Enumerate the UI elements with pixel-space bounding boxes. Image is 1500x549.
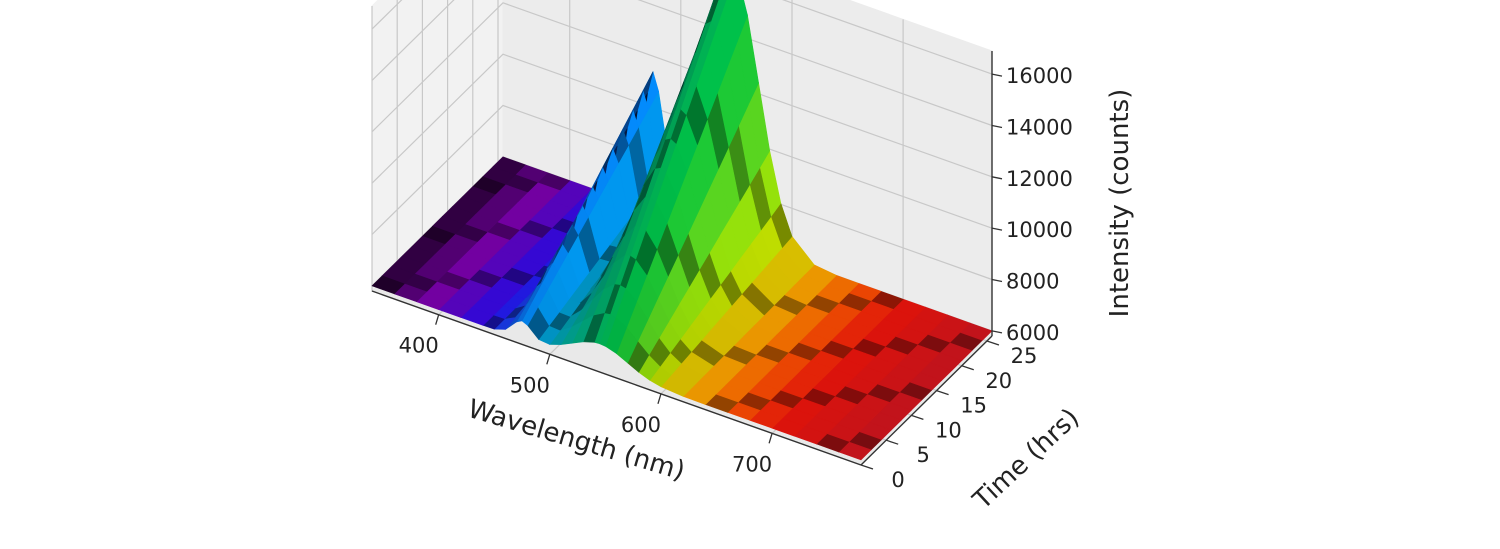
y-tick-label: 25	[1011, 344, 1038, 368]
z-gridline	[371, 53, 993, 229]
z-axis-label: Intensity (counts)	[1105, 89, 1135, 318]
y-tick-label: 10	[935, 418, 962, 442]
z-gridline	[371, 2, 993, 178]
x-tick-label: 700	[732, 452, 772, 476]
y-tick-label: 5	[917, 443, 930, 467]
tick-marks	[435, 73, 1003, 470]
z-gridline	[371, 104, 993, 281]
y-tick	[860, 464, 874, 470]
axis-lines	[371, 51, 993, 466]
x-axis-line	[371, 290, 862, 466]
x-tick-label: 500	[510, 373, 550, 397]
y-tick	[885, 439, 899, 445]
x-tick	[768, 433, 773, 444]
y-tick	[961, 365, 974, 371]
z-tick	[991, 227, 1003, 231]
y-axis-line	[860, 335, 993, 466]
z-gridline	[371, 0, 993, 75]
y-tick-label: 20	[985, 369, 1012, 393]
z-tick	[991, 124, 1003, 129]
y-tick	[986, 340, 1000, 346]
z-tick	[991, 176, 1003, 180]
x-axis-label: Wavelength (nm)	[464, 394, 688, 487]
x-tick-label: 400	[399, 334, 439, 358]
y-tick	[936, 389, 949, 396]
z-tick-label: 8000	[1006, 270, 1059, 294]
x-tick-label: 600	[621, 413, 661, 437]
z-tick	[991, 330, 1003, 334]
surface-patch	[371, 275, 405, 295]
y-axis-label: Time (hrs)	[967, 403, 1085, 516]
z-tick-label: 16000	[1006, 64, 1073, 88]
x-tick	[657, 393, 662, 405]
y-tick	[911, 414, 924, 421]
y-tick-label: 15	[960, 394, 987, 418]
z-tick-label: 14000	[1006, 115, 1073, 139]
z-tick-label: 6000	[1006, 321, 1059, 345]
surface-mesh	[371, 0, 993, 461]
z-tick	[991, 278, 1003, 283]
x-tick	[435, 314, 440, 325]
z-gridline	[371, 0, 993, 127]
y-tick-label: 0	[891, 468, 904, 492]
z-tick-label: 10000	[1006, 218, 1073, 242]
z-tick	[991, 73, 1003, 77]
z-tick-label: 12000	[1006, 167, 1073, 191]
x-tick	[546, 354, 551, 365]
